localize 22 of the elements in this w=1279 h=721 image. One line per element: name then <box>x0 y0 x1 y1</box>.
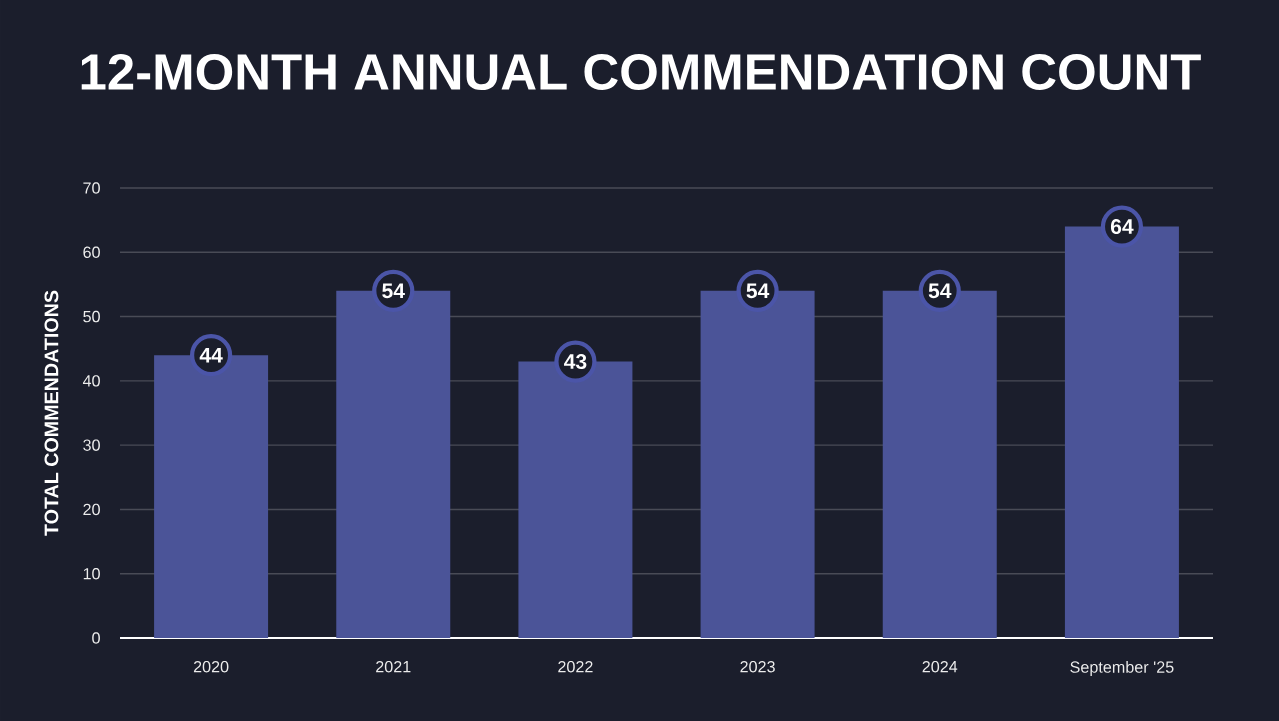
data-label: 44 <box>199 347 223 363</box>
x-tick-label: September '25 <box>1070 660 1174 677</box>
y-tick-label: 30 <box>83 439 100 451</box>
y-tick-label: 40 <box>82 375 100 387</box>
chart-title: 12-MONTH ANNUAL COMMENDATION COUNT <box>81 53 1201 91</box>
x-tick-label: 2020 <box>193 660 229 673</box>
y-axis-title: TOTAL COMMENDATIONS <box>44 290 59 536</box>
x-tick-label: 2024 <box>922 660 958 673</box>
y-tick-label: 10 <box>83 567 100 580</box>
y-tick-label: 0 <box>92 632 100 644</box>
data-label: 43 <box>564 354 587 370</box>
data-label: 54 <box>746 283 770 299</box>
y-tick-label: 60 <box>83 246 100 259</box>
x-tick-label: 2022 <box>558 660 593 673</box>
y-tick-label: 70 <box>83 182 100 194</box>
x-tick-label: 2021 <box>376 660 411 673</box>
data-label: 64 <box>1110 219 1134 235</box>
data-label: 54 <box>928 283 952 299</box>
y-tick-label: 20 <box>83 503 100 516</box>
y-tick-label: 50 <box>83 310 100 323</box>
data-label: 54 <box>382 283 405 299</box>
x-tick-label: 2023 <box>740 660 775 673</box>
